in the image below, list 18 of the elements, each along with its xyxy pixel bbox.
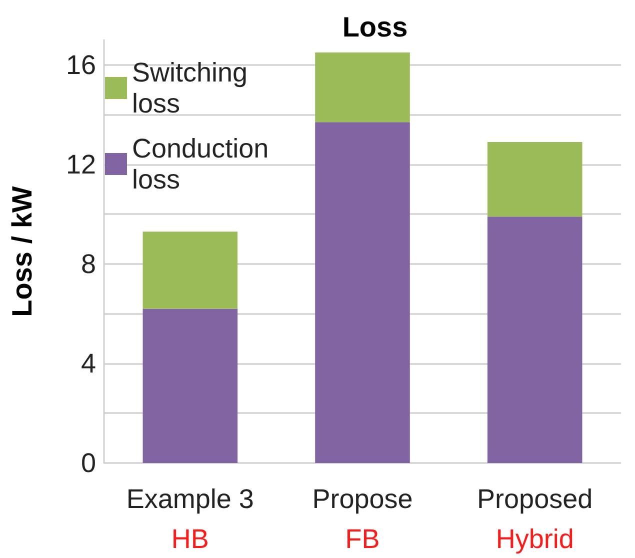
x-tick-label: Proposed Hybrid <box>477 484 593 554</box>
y-tick-label: 12 <box>66 149 96 180</box>
chart-title: Loss <box>342 12 408 42</box>
bar <box>142 232 238 309</box>
bar <box>315 52 410 122</box>
legend-label: Switching loss <box>132 58 248 118</box>
x-tick-label: Propose FB <box>312 484 413 554</box>
bar <box>142 308 238 463</box>
y-tick-label: 8 <box>80 248 96 279</box>
x-tick-label: Example 3 HB <box>126 484 254 554</box>
legend-label: Conduction loss <box>132 134 269 194</box>
bar <box>315 122 410 463</box>
y-tick-label: 0 <box>80 448 96 478</box>
bar <box>487 216 582 463</box>
y-axis-title: Loss / kW <box>6 186 38 317</box>
y-tick-label: 4 <box>80 348 96 378</box>
y-tick-label: 16 <box>66 50 96 80</box>
bar <box>487 142 582 217</box>
